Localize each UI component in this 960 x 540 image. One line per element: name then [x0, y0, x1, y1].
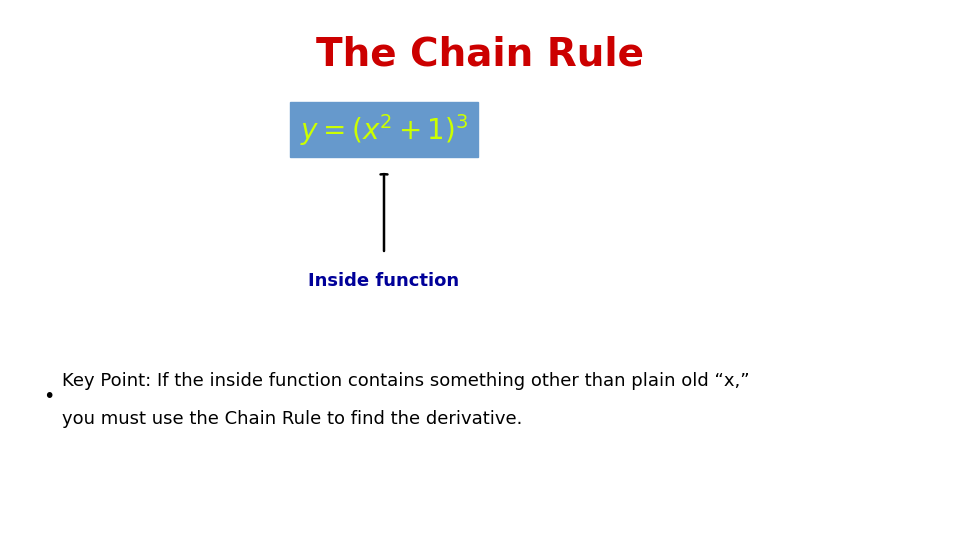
- Text: The Chain Rule: The Chain Rule: [316, 35, 644, 73]
- Text: you must use the Chain Rule to find the derivative.: you must use the Chain Rule to find the …: [62, 409, 523, 428]
- Text: Inside function: Inside function: [308, 272, 460, 290]
- Text: $y = (x^2+1)^3$: $y = (x^2+1)^3$: [300, 112, 468, 147]
- Text: •: •: [43, 387, 55, 407]
- Text: Key Point: If the inside function contains something other than plain old “x,”: Key Point: If the inside function contai…: [62, 372, 750, 390]
